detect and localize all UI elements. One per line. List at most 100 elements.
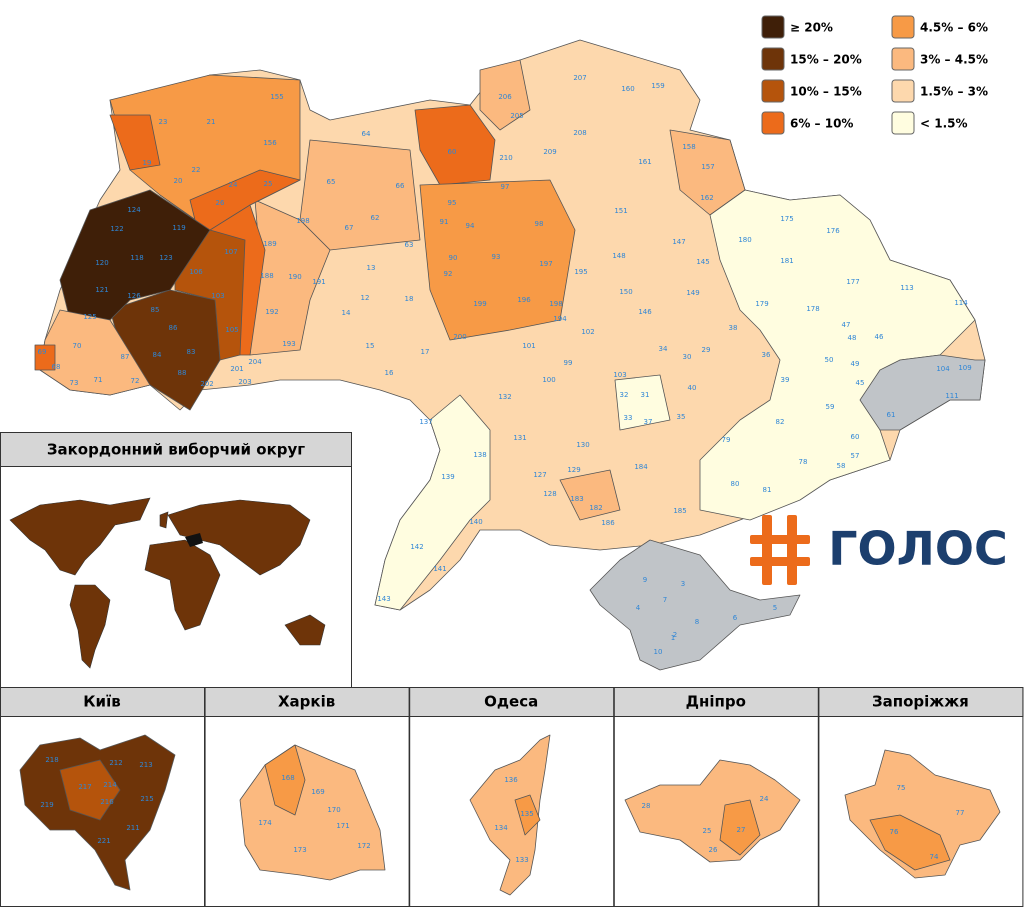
district-label: 68 xyxy=(52,363,61,371)
district-label: 130 xyxy=(576,441,589,449)
district-label: 148 xyxy=(612,252,625,260)
district-label: 40 xyxy=(688,384,697,392)
district-label: 107 xyxy=(224,248,237,256)
district-label: 19 xyxy=(143,159,152,167)
region xyxy=(374,394,491,611)
district-label: 157 xyxy=(701,163,714,171)
district-label: 72 xyxy=(131,377,140,385)
district-label: 24 xyxy=(760,795,769,803)
logo: ГОЛОС xyxy=(750,515,1008,585)
panel-title: Закордонний виборчий округ xyxy=(47,441,305,459)
region xyxy=(479,59,531,131)
district-label: 215 xyxy=(140,795,153,803)
district-label: 162 xyxy=(700,194,713,202)
crimea xyxy=(589,539,801,671)
district-label: 3 xyxy=(681,580,685,588)
district-label: 205 xyxy=(510,112,523,120)
district-label: 12 xyxy=(361,294,370,302)
district-label: 136 xyxy=(504,776,518,784)
district-label: 5 xyxy=(773,604,777,612)
district-label: 128 xyxy=(543,490,556,498)
legend-swatch xyxy=(891,111,915,135)
region xyxy=(699,189,976,521)
legend-label: 6% – 10% xyxy=(790,117,853,131)
legend-label: 15% – 20% xyxy=(790,53,862,67)
region xyxy=(109,114,161,171)
legend-swatch xyxy=(891,15,915,39)
district-label: 172 xyxy=(357,842,370,850)
district-label: 139 xyxy=(441,473,454,481)
district-label: 94 xyxy=(466,222,475,230)
district-label: 2 xyxy=(673,631,677,639)
district-label: 82 xyxy=(776,418,785,426)
district-label: 155 xyxy=(270,93,283,101)
district-label: 93 xyxy=(492,253,501,261)
district-label: 25 xyxy=(703,827,712,835)
region xyxy=(34,344,56,371)
district-label: 104 xyxy=(936,365,950,373)
district-label: 218 xyxy=(45,756,58,764)
inset-header xyxy=(818,687,1024,717)
district-label: 121 xyxy=(95,286,108,294)
district-label: 30 xyxy=(683,353,692,361)
district-label: 186 xyxy=(601,519,615,527)
district-label: 118 xyxy=(130,254,143,262)
district-label: 38 xyxy=(729,324,738,332)
district-label: 26 xyxy=(709,846,718,854)
district-label: 184 xyxy=(634,463,648,471)
district-label: 75 xyxy=(897,784,906,792)
insets: Київ 218 212 213 215 211 221 219 217 214 216 Харків… xyxy=(0,687,1024,907)
district-label: 137 xyxy=(419,418,432,426)
district-label: 193 xyxy=(282,340,295,348)
district-label: 88 xyxy=(178,369,187,377)
district-label: 74 xyxy=(930,853,939,861)
legend-swatch xyxy=(891,47,915,71)
district-label: 173 xyxy=(293,846,306,854)
inset-title: Дніпро xyxy=(686,693,746,711)
district-label: 79 xyxy=(722,436,731,444)
inset-title: Київ xyxy=(83,693,120,711)
district-label: 99 xyxy=(564,359,573,367)
district-label: 18 xyxy=(405,295,414,303)
district-label: 27 xyxy=(737,826,746,834)
district-label: 45 xyxy=(856,379,865,387)
inset-region xyxy=(264,744,306,816)
district-label: 7 xyxy=(663,596,667,604)
district-label: 34 xyxy=(659,345,668,353)
district-label: 113 xyxy=(900,284,913,292)
inset-header xyxy=(409,687,615,717)
district-label: 194 xyxy=(553,315,567,323)
district-label: 159 xyxy=(651,82,664,90)
district-label: 9 xyxy=(643,576,647,584)
district-label: 59 xyxy=(826,403,835,411)
inset-title: Запоріжжя xyxy=(872,693,969,711)
district-label: 32 xyxy=(620,391,629,399)
inset-title: Одеса xyxy=(484,693,538,711)
district-label: 140 xyxy=(469,518,482,526)
district-label: 151 xyxy=(614,207,627,215)
inset-region xyxy=(719,799,761,856)
district-label: 150 xyxy=(619,288,632,296)
district-label: 111 xyxy=(945,392,958,400)
district-label: 73 xyxy=(70,379,79,387)
district-label: 178 xyxy=(806,305,819,313)
district-label: 49 xyxy=(851,360,860,368)
legend-swatch xyxy=(891,79,915,103)
inset-header xyxy=(0,687,205,717)
district-label: 208 xyxy=(573,129,586,137)
district-label: 70 xyxy=(73,342,82,350)
district-label: 198 xyxy=(549,300,562,308)
district-label: 198 xyxy=(296,217,309,225)
district-label: 31 xyxy=(641,391,650,399)
district-label: 141 xyxy=(433,565,446,573)
district-label: 103 xyxy=(211,292,224,300)
region xyxy=(419,179,576,341)
district-label: 20 xyxy=(174,177,183,185)
district-label: 188 xyxy=(260,272,273,280)
district-label: 100 xyxy=(542,376,555,384)
district-label: 47 xyxy=(842,321,851,329)
district-label: 71 xyxy=(94,376,103,384)
district-label: 97 xyxy=(501,183,510,191)
district-label: 147 xyxy=(672,238,685,246)
district-label: 199 xyxy=(473,300,486,308)
